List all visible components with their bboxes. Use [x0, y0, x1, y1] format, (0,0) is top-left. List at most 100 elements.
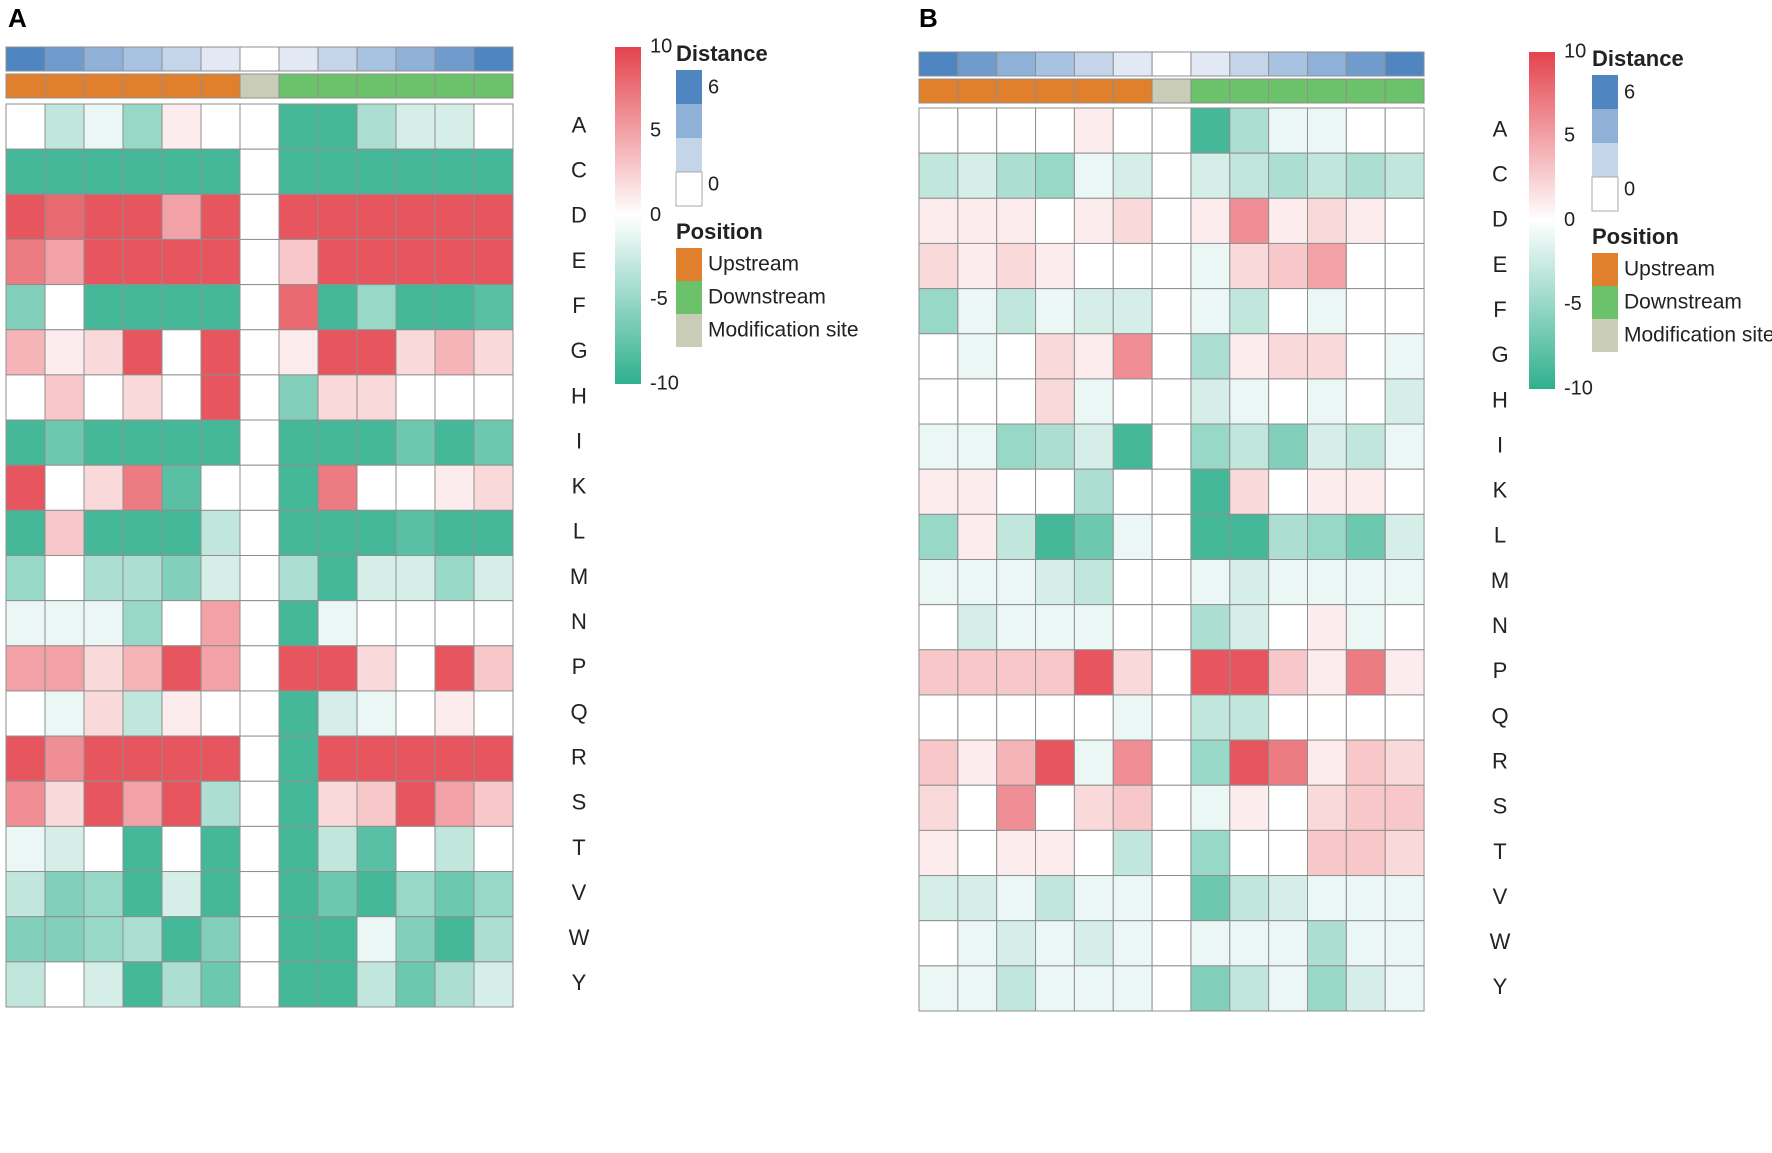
position-annotation-cell	[83, 73, 124, 99]
distance-annotation-cell	[83, 46, 124, 72]
heatmap-cell	[1073, 829, 1114, 877]
heatmap-cell	[1229, 378, 1270, 425]
heatmap-cell	[1345, 468, 1386, 515]
heatmap-cell	[122, 690, 163, 737]
heatmap-cell	[434, 735, 475, 782]
row-label: G	[1491, 342, 1508, 367]
heatmap-cell	[44, 103, 85, 150]
heatmap-cell	[5, 690, 46, 737]
heatmap-cell	[356, 464, 397, 511]
heatmap-cell	[1229, 288, 1270, 335]
position-legend-swatch	[676, 281, 702, 314]
heatmap-cell	[996, 694, 1037, 741]
heatmap-cell	[395, 374, 436, 421]
heatmap-cell	[200, 329, 241, 376]
distance-legend-tick: 6	[708, 76, 719, 98]
heatmap-cell	[1151, 784, 1192, 831]
heatmap-cell	[161, 509, 202, 557]
heatmap-cell	[44, 509, 85, 557]
heatmap-cell	[1345, 739, 1386, 786]
heatmap-cell	[918, 784, 959, 831]
heatmap-cell	[122, 103, 163, 150]
heatmap-cell	[200, 374, 241, 421]
heatmap-cell	[957, 965, 998, 1012]
heatmap-cell	[200, 284, 241, 331]
heatmap-cell	[1229, 965, 1270, 1012]
row-label: M	[1491, 568, 1509, 593]
heatmap-cell	[317, 690, 358, 737]
heatmap-cell	[239, 690, 280, 737]
position-annotation-cell	[1345, 78, 1386, 104]
heatmap-cell	[395, 329, 436, 376]
position-annotation-cell	[434, 73, 475, 99]
heatmap-cell	[1035, 468, 1075, 515]
heatmap-cell	[1035, 197, 1075, 244]
heatmap-cell	[161, 735, 202, 782]
position-annotation-cell	[1035, 78, 1075, 104]
heatmap-cell	[1345, 513, 1386, 560]
position-annotation-cell	[1384, 78, 1425, 104]
heatmap-cell	[161, 419, 202, 466]
heatmap-cell	[122, 871, 163, 918]
heatmap-cell	[83, 690, 124, 737]
heatmap-cell	[473, 690, 514, 737]
heatmap-cell	[1112, 739, 1153, 786]
distance-annotation-cell	[1384, 51, 1425, 77]
heatmap-cell	[1229, 784, 1270, 831]
heatmap-cell	[44, 193, 85, 240]
heatmap-cell	[356, 735, 397, 782]
heatmap-cell	[161, 238, 202, 286]
heatmap-cell	[1384, 920, 1425, 967]
heatmap-cell	[278, 329, 319, 376]
heatmap-cell	[1268, 920, 1309, 967]
heatmap-cell	[996, 784, 1037, 831]
heatmap-cell	[473, 103, 514, 150]
heatmap-cell	[1112, 423, 1153, 470]
distance-annotation-cell	[1268, 51, 1309, 77]
heatmap-cell	[996, 423, 1037, 470]
heatmap-cell	[996, 829, 1037, 877]
heatmap-cell	[1073, 559, 1114, 606]
heatmap-cell	[5, 193, 46, 240]
distance-legend-swatch	[1592, 143, 1618, 177]
heatmap-cell	[1190, 920, 1231, 967]
heatmap-cell	[317, 374, 358, 421]
heatmap-cell	[239, 284, 280, 331]
heatmap-cell	[5, 329, 46, 376]
heatmap-cell	[356, 148, 397, 195]
distance-legend-swatch	[676, 138, 702, 172]
heatmap-cell	[317, 238, 358, 286]
heatmap-cell	[1073, 468, 1114, 515]
colorbar-tick-label: -5	[650, 288, 668, 310]
colorbar	[1529, 52, 1555, 389]
heatmap-cell	[239, 193, 280, 240]
heatmap-cell	[1190, 107, 1231, 154]
row-label: G	[570, 338, 587, 363]
heatmap-cell	[996, 107, 1037, 154]
heatmap-cell	[5, 961, 46, 1008]
heatmap-cell	[1151, 242, 1192, 290]
heatmap-cell	[1384, 694, 1425, 741]
heatmap-cell	[278, 645, 319, 692]
distance-annotation-cell	[918, 51, 959, 77]
heatmap-cell	[1307, 829, 1347, 877]
row-label: N	[571, 609, 587, 634]
heatmap-cell	[1151, 423, 1192, 470]
heatmap-cell	[434, 555, 475, 602]
heatmap-cell	[1345, 152, 1386, 199]
heatmap-cell	[1073, 513, 1114, 560]
heatmap-cell	[1345, 333, 1386, 380]
heatmap-cell	[5, 284, 46, 331]
distance-legend-tick: 0	[708, 173, 719, 195]
heatmap-cell	[918, 152, 959, 199]
heatmap-cell	[1190, 288, 1231, 335]
heatmap-cell	[1035, 784, 1075, 831]
heatmap-cell	[200, 735, 241, 782]
heatmap-cell	[1307, 875, 1347, 922]
heatmap-cell	[317, 916, 358, 963]
heatmap-cell	[200, 555, 241, 602]
heatmap-cell	[1151, 513, 1192, 560]
heatmap-cell	[1112, 288, 1153, 335]
position-annotation-cell	[1112, 78, 1153, 104]
distance-annotation-cell	[395, 46, 436, 72]
